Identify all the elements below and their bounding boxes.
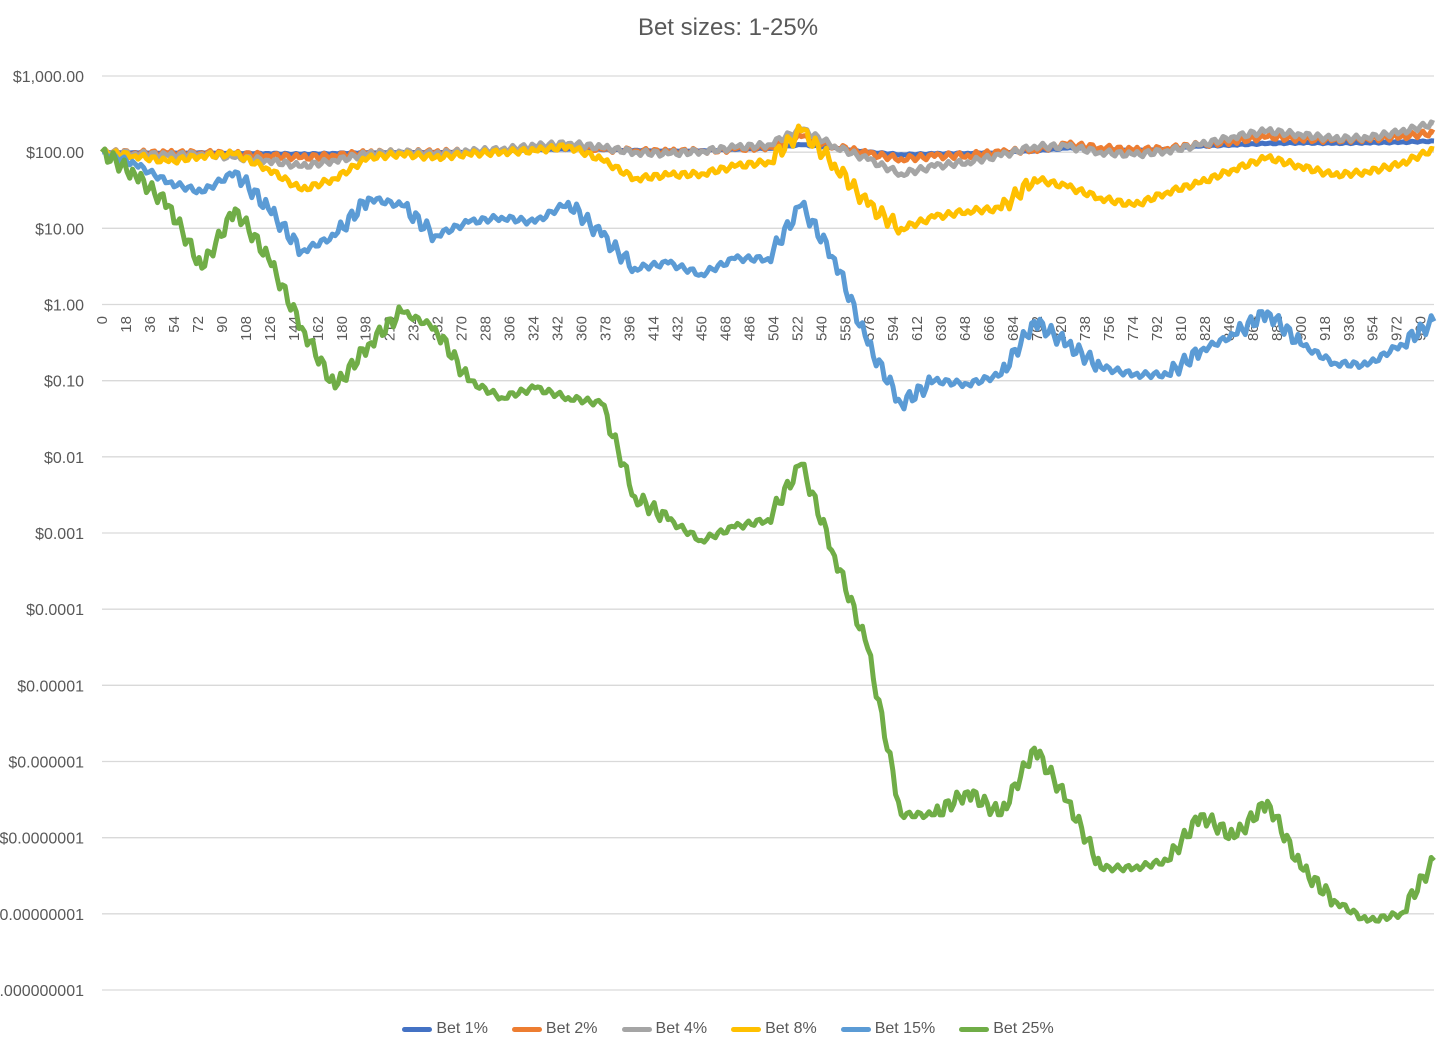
x-tick-label: 54 xyxy=(166,316,183,333)
legend-swatch-icon xyxy=(402,1026,433,1032)
y-tick-label: $0.000001 xyxy=(8,755,84,772)
y-tick-label: $10.00 xyxy=(35,221,84,238)
x-tick-label: 72 xyxy=(190,316,207,333)
legend-label: Bet 2% xyxy=(545,1020,598,1037)
x-tick-label: 756 xyxy=(1101,316,1118,341)
x-tick-label: 720 xyxy=(1053,316,1070,341)
x-tick-label: 270 xyxy=(454,316,471,341)
series-line-8pct[interactable] xyxy=(100,123,1435,236)
x-tick-label: 450 xyxy=(693,316,710,341)
x-tick-label: 36 xyxy=(142,316,159,333)
legend-swatch-icon xyxy=(840,1026,871,1032)
x-tick-label: 432 xyxy=(669,316,686,341)
x-tick-label: 126 xyxy=(262,316,279,341)
legend: Bet 1% Bet 2% Bet 4% Bet 8% Bet 15% Bet … xyxy=(0,1020,1456,1038)
legend-swatch-icon xyxy=(731,1026,762,1032)
x-tick-label: 378 xyxy=(597,316,614,341)
x-tick-label: 162 xyxy=(310,316,327,341)
x-tick-label: 108 xyxy=(238,316,255,341)
legend-item-bet-25[interactable]: Bet 25% xyxy=(959,1020,1054,1038)
x-tick-label: 630 xyxy=(933,316,950,341)
x-tick-label: 360 xyxy=(574,316,591,341)
y-tick-label: $0.000000001 xyxy=(0,983,84,1000)
x-tick-label: 954 xyxy=(1365,316,1382,341)
x-tick-label: 810 xyxy=(1173,316,1190,341)
y-tick-label: $1.00 xyxy=(44,298,84,315)
x-tick-label: 504 xyxy=(765,316,782,341)
y-tick-label: $100.00 xyxy=(26,145,84,162)
series-line-15pct[interactable] xyxy=(101,148,1437,412)
legend-swatch-icon xyxy=(621,1026,652,1032)
x-tick-label: 792 xyxy=(1149,316,1166,341)
series-line-4pct[interactable] xyxy=(100,119,1435,178)
x-tick-label: 0 xyxy=(94,316,111,324)
x-tick-label: 288 xyxy=(478,316,495,341)
y-tick-label: $1,000.00 xyxy=(13,69,84,86)
legend-item-bet-2[interactable]: Bet 2% xyxy=(511,1020,598,1038)
x-tick-label: 342 xyxy=(550,316,567,341)
x-tick-label: 612 xyxy=(909,316,926,341)
y-tick-label: $0.01 xyxy=(44,450,84,467)
y-tick-label: $0.0000001 xyxy=(0,831,84,848)
x-tick-label: 522 xyxy=(789,316,806,341)
x-tick-label: 558 xyxy=(837,316,854,341)
series-lines xyxy=(100,119,1437,924)
legend-label: Bet 8% xyxy=(765,1020,817,1037)
legend-swatch-icon xyxy=(511,1026,542,1032)
x-tick-label: 774 xyxy=(1125,316,1142,341)
x-tick-label: 396 xyxy=(621,316,638,341)
x-tick-label: 972 xyxy=(1389,316,1406,341)
plot-area: $1,000.00 $100.00 $10.00 $1.00 $0.10 $0.01 $0.… xyxy=(0,69,1437,1000)
gridlines xyxy=(102,75,1434,991)
x-tick-label: 828 xyxy=(1197,316,1214,341)
x-tick-label: 540 xyxy=(813,316,830,341)
x-tick-label: 306 xyxy=(502,316,519,341)
x-axis-labels: 0 18 36 54 72 90 108 126 144 162 180 198 216 234 252 27… xyxy=(94,316,1430,341)
chart-title: Bet sizes: 1-25% xyxy=(637,14,819,41)
x-tick-label: 486 xyxy=(741,316,758,341)
y-tick-label: $0.00001 xyxy=(17,678,84,695)
legend-swatch-icon xyxy=(959,1026,990,1032)
y-tick-label: $0.00000001 xyxy=(0,907,84,924)
x-tick-label: 594 xyxy=(885,316,902,341)
y-tick-label: $0.001 xyxy=(35,526,84,543)
x-tick-label: 18 xyxy=(118,316,135,333)
x-tick-label: 648 xyxy=(957,316,974,341)
legend-label: Bet 1% xyxy=(436,1020,488,1037)
legend-label: Bet 4% xyxy=(655,1020,708,1037)
y-tick-label: $0.10 xyxy=(44,374,84,391)
x-tick-label: 198 xyxy=(358,316,375,341)
x-tick-label: 90 xyxy=(214,316,231,333)
x-tick-label: 738 xyxy=(1077,316,1094,341)
x-tick-label: 684 xyxy=(1005,316,1022,341)
x-tick-label: 180 xyxy=(334,316,351,341)
legend-item-bet-8[interactable]: Bet 8% xyxy=(731,1020,817,1038)
y-tick-label: $0.0001 xyxy=(26,602,84,619)
legend-item-bet-4[interactable]: Bet 4% xyxy=(621,1020,708,1038)
legend-item-bet-1[interactable]: Bet 1% xyxy=(402,1020,488,1038)
x-tick-label: 468 xyxy=(717,316,734,341)
legend-label: Bet 25% xyxy=(993,1020,1054,1037)
y-axis-labels: $1,000.00 $100.00 $10.00 $1.00 $0.10 $0.01 $0.… xyxy=(0,69,84,1000)
x-tick-label: 936 xyxy=(1341,316,1358,341)
x-tick-label: 666 xyxy=(981,316,998,341)
x-tick-label: 414 xyxy=(645,316,662,341)
x-tick-label: 918 xyxy=(1317,316,1334,341)
x-tick-label: 324 xyxy=(526,316,543,341)
series-line-25pct[interactable] xyxy=(100,146,1436,924)
legend-item-bet-15[interactable]: Bet 15% xyxy=(840,1020,936,1038)
legend-label: Bet 15% xyxy=(874,1020,936,1037)
